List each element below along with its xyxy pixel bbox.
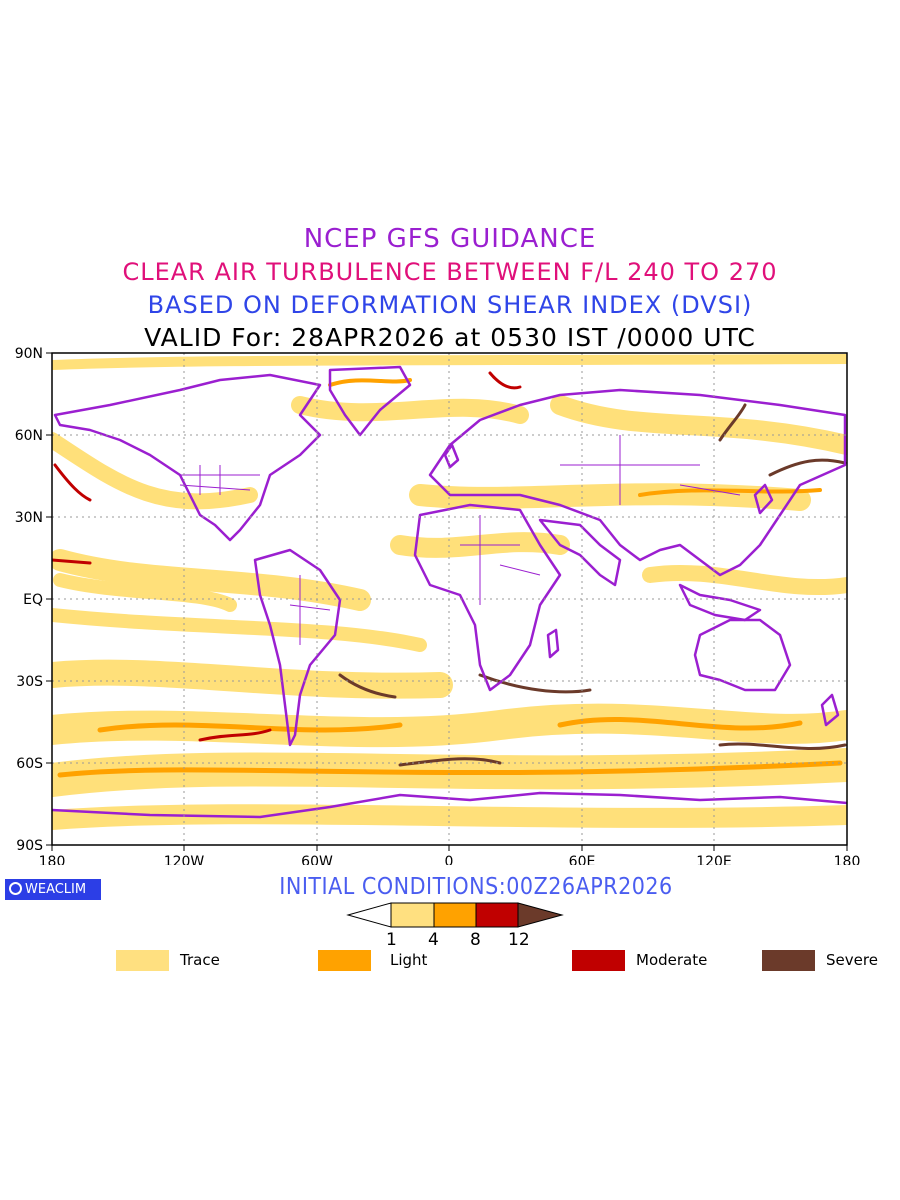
moderate-streak xyxy=(198,728,272,742)
trace-band xyxy=(291,396,529,424)
severe-streak xyxy=(338,673,397,699)
lon-label: 180 xyxy=(834,854,861,865)
country-borders xyxy=(179,465,260,495)
trace-band xyxy=(52,659,453,699)
moderate-streak xyxy=(52,558,92,565)
greenland-coast xyxy=(328,365,412,437)
country-borders xyxy=(560,435,741,505)
lon-label: 0 xyxy=(445,854,454,865)
map-grid xyxy=(52,353,847,845)
indonesia-coast xyxy=(678,583,762,622)
country-borders xyxy=(460,515,541,605)
eurasia-coast xyxy=(428,388,847,577)
trace-band xyxy=(53,573,237,612)
title-line-2: CLEAR AIR TURBULENCE BETWEEN F/L 240 TO … xyxy=(122,258,778,286)
severe-streak xyxy=(478,673,592,694)
lat-label: 60S xyxy=(16,756,43,772)
lon-label: 60E xyxy=(569,854,596,865)
colorbar-over-arrow xyxy=(517,902,564,928)
moderate-streak xyxy=(53,463,92,502)
copyright-circle-icon xyxy=(9,882,22,895)
trace-band xyxy=(550,395,847,455)
legend-swatch-trace xyxy=(116,950,169,971)
antarctica-coast xyxy=(52,791,847,819)
severe-streak xyxy=(768,458,847,477)
japan-coast xyxy=(753,483,774,515)
brand-label: WEACLIM xyxy=(25,882,87,897)
legend-label-severe: Severe xyxy=(826,951,878,969)
lon-label: 120E xyxy=(696,854,732,865)
country-borders xyxy=(289,575,331,645)
lat-label: EQ xyxy=(23,592,43,608)
africa-coast xyxy=(413,503,562,692)
south-america-coast xyxy=(253,548,342,747)
legend-label-trace: Trace xyxy=(180,951,220,969)
title-line-3: BASED ON DEFORMATION SHEAR INDEX (DVSI) xyxy=(147,291,753,319)
lon-label: 60W xyxy=(301,854,333,865)
severe-streak xyxy=(718,403,747,442)
lat-label: 30N xyxy=(15,510,43,526)
australia-coast xyxy=(693,618,792,692)
light-band xyxy=(57,760,843,778)
light-band xyxy=(557,716,803,731)
new-zealand-coast xyxy=(820,693,840,727)
lat-label: 60N xyxy=(15,428,43,444)
lat-label: 90N xyxy=(15,346,43,362)
colorbar-segment xyxy=(433,902,477,928)
legend-swatch-moderate xyxy=(572,950,625,971)
south-asia-coast xyxy=(538,518,622,587)
trace-band xyxy=(52,432,258,510)
lon-label: 120W xyxy=(164,854,205,865)
legend-swatch-severe xyxy=(762,950,815,971)
trace-band xyxy=(642,564,847,596)
trace-band xyxy=(409,483,811,511)
title-line-1: NCEP GFS GUIDANCE xyxy=(303,224,597,254)
lat-label: 30S xyxy=(16,674,43,690)
colorbar-tick: 1 xyxy=(386,930,397,950)
colorbar-tick: 8 xyxy=(470,930,481,950)
colorbar-segment xyxy=(475,902,519,928)
lon-label: 180 xyxy=(39,854,66,865)
moderate-streak xyxy=(488,371,522,390)
colorbar-under-arrow xyxy=(346,902,392,928)
initial-conditions: INITIAL CONDITIONS:00Z26APR2026 xyxy=(279,874,673,900)
legend-swatch-light xyxy=(318,950,371,971)
colorbar-tick: 4 xyxy=(428,930,439,950)
lat-label: 90S xyxy=(16,838,43,854)
light-band xyxy=(328,378,412,387)
light-band xyxy=(638,488,822,497)
trace-band xyxy=(52,608,427,652)
legend-label-light: Light xyxy=(390,951,428,969)
legend-label-moderate: Moderate xyxy=(636,951,708,969)
light-band xyxy=(97,722,403,733)
color-bar xyxy=(346,902,564,928)
trace-band xyxy=(52,354,847,370)
uk-coast xyxy=(443,443,460,469)
turbulence-map: 90N 60N 30N EQ 30S 60S 90S 180 120W 60W … xyxy=(15,346,861,865)
colorbar-tick: 12 xyxy=(508,930,530,950)
colorbar-segment xyxy=(390,902,435,928)
weaclim-logo: WEACLIM xyxy=(5,879,101,900)
trace-band xyxy=(52,549,371,611)
valid-time-line: VALID For: 28APR2026 at 0530 IST /0000 U… xyxy=(144,323,756,352)
madagascar-coast xyxy=(546,628,560,659)
severe-streak xyxy=(718,742,847,751)
